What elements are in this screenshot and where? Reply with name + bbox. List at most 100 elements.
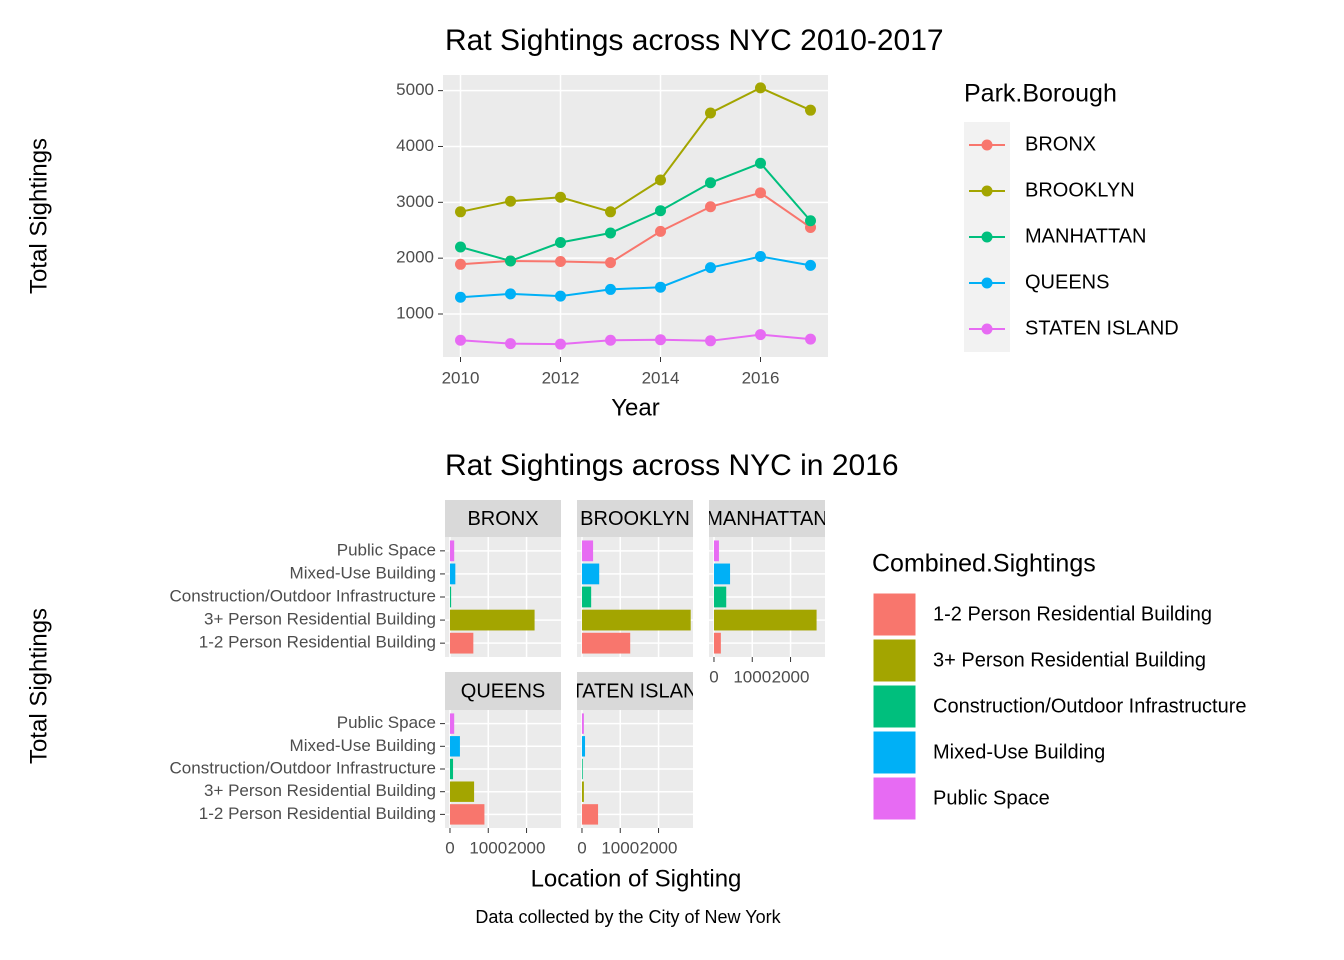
point bbox=[505, 338, 516, 350]
point bbox=[805, 104, 816, 116]
point bbox=[755, 187, 766, 199]
point bbox=[605, 283, 616, 295]
x-tick-label: 1000 bbox=[733, 667, 771, 686]
bar bbox=[713, 609, 817, 631]
y-tick-label: Mixed-Use Building bbox=[290, 563, 436, 582]
series-line bbox=[460, 333, 811, 346]
bar bbox=[713, 586, 727, 608]
legend-key bbox=[872, 776, 917, 821]
legend-label: BRONX bbox=[1025, 133, 1096, 155]
x-tick-label: 0 bbox=[709, 667, 718, 686]
facet-label: QUEENS bbox=[461, 680, 545, 702]
legend-label: BROOKLYN bbox=[1025, 179, 1135, 201]
y-tick-label: 1000 bbox=[396, 303, 434, 322]
legend-label: MANHATTAN bbox=[1025, 225, 1146, 247]
legend-label: 3+ Person Residential Building bbox=[933, 649, 1206, 671]
legend-title: Park.Borough bbox=[964, 80, 1117, 108]
point bbox=[605, 206, 616, 218]
bar bbox=[581, 804, 599, 825]
point bbox=[455, 206, 466, 218]
bar bbox=[449, 781, 475, 802]
point bbox=[705, 262, 716, 274]
point bbox=[705, 177, 716, 189]
x-axis-title: Year bbox=[611, 394, 660, 421]
x-tick-label: 2012 bbox=[542, 368, 580, 387]
point bbox=[755, 82, 766, 94]
legend-key bbox=[872, 730, 917, 775]
point bbox=[455, 334, 466, 346]
point bbox=[705, 335, 716, 347]
bar bbox=[449, 632, 474, 654]
point bbox=[655, 205, 666, 217]
legend-label: Mixed-Use Building bbox=[933, 741, 1105, 763]
bar bbox=[449, 758, 454, 780]
series-line bbox=[460, 191, 812, 266]
legend-point bbox=[981, 231, 993, 243]
legend-point bbox=[981, 323, 993, 335]
legend-point bbox=[981, 185, 993, 197]
y-axis-title: Total Sightings bbox=[25, 608, 52, 764]
x-axis-title: Location of Sighting bbox=[531, 865, 742, 892]
facet-strip bbox=[445, 672, 561, 710]
bar bbox=[449, 540, 455, 562]
point bbox=[505, 255, 516, 267]
chart-title: Rat Sightings across NYC in 2016 bbox=[445, 449, 899, 482]
y-tick-label: Construction/Outdoor Infrastructure bbox=[170, 586, 436, 605]
facet-label: MANHATTAN bbox=[706, 508, 827, 530]
point bbox=[455, 291, 466, 303]
point bbox=[555, 290, 566, 302]
x-tick-label: 1000 bbox=[469, 838, 507, 857]
point bbox=[555, 191, 566, 203]
bar bbox=[581, 586, 592, 608]
point bbox=[455, 241, 466, 253]
caption: Data collected by the City of New York bbox=[475, 907, 781, 927]
x-tick-label: 2014 bbox=[642, 368, 680, 387]
point bbox=[455, 258, 466, 270]
facet-strip bbox=[577, 672, 693, 710]
point bbox=[655, 174, 666, 186]
legend-key bbox=[872, 592, 917, 637]
y-tick-label: 1-2 Person Residential Building bbox=[199, 804, 436, 823]
bar bbox=[581, 563, 600, 585]
series-line bbox=[460, 255, 811, 299]
point bbox=[755, 157, 766, 169]
bar bbox=[713, 632, 721, 654]
bar bbox=[449, 804, 485, 825]
point bbox=[605, 257, 616, 269]
x-tick-label: 2000 bbox=[772, 667, 810, 686]
point bbox=[505, 195, 516, 207]
facet-strip bbox=[445, 500, 561, 537]
bar bbox=[581, 758, 583, 780]
point bbox=[605, 227, 616, 239]
series-line bbox=[460, 86, 811, 213]
point bbox=[705, 201, 716, 213]
bar bbox=[449, 563, 456, 585]
x-tick-label: 1000 bbox=[601, 838, 639, 857]
bar bbox=[581, 609, 691, 631]
y-tick-label: 1-2 Person Residential Building bbox=[199, 633, 436, 652]
y-tick-label: 4000 bbox=[396, 136, 434, 155]
legend-label: 1-2 Person Residential Building bbox=[933, 603, 1212, 625]
y-tick-label: Public Space bbox=[337, 540, 436, 559]
bar bbox=[581, 540, 594, 562]
bar bbox=[713, 540, 719, 562]
x-tick-label: 0 bbox=[577, 838, 586, 857]
bar bbox=[713, 563, 731, 585]
point bbox=[755, 329, 766, 341]
legend-key bbox=[872, 638, 917, 683]
y-tick-label: 3000 bbox=[396, 192, 434, 211]
facet-label: BROOKLYN bbox=[580, 508, 690, 530]
bar bbox=[581, 781, 584, 802]
y-tick-label: Public Space bbox=[337, 713, 436, 732]
point bbox=[805, 215, 816, 227]
x-tick-label: 2000 bbox=[508, 838, 546, 857]
facet-strip bbox=[709, 500, 825, 537]
legend-label: QUEENS bbox=[1025, 271, 1109, 293]
x-tick-label: 0 bbox=[445, 838, 454, 857]
point bbox=[705, 107, 716, 119]
point bbox=[605, 334, 616, 346]
bar bbox=[449, 586, 452, 608]
point bbox=[655, 281, 666, 293]
legend-label: STATEN ISLAND bbox=[1025, 317, 1179, 339]
